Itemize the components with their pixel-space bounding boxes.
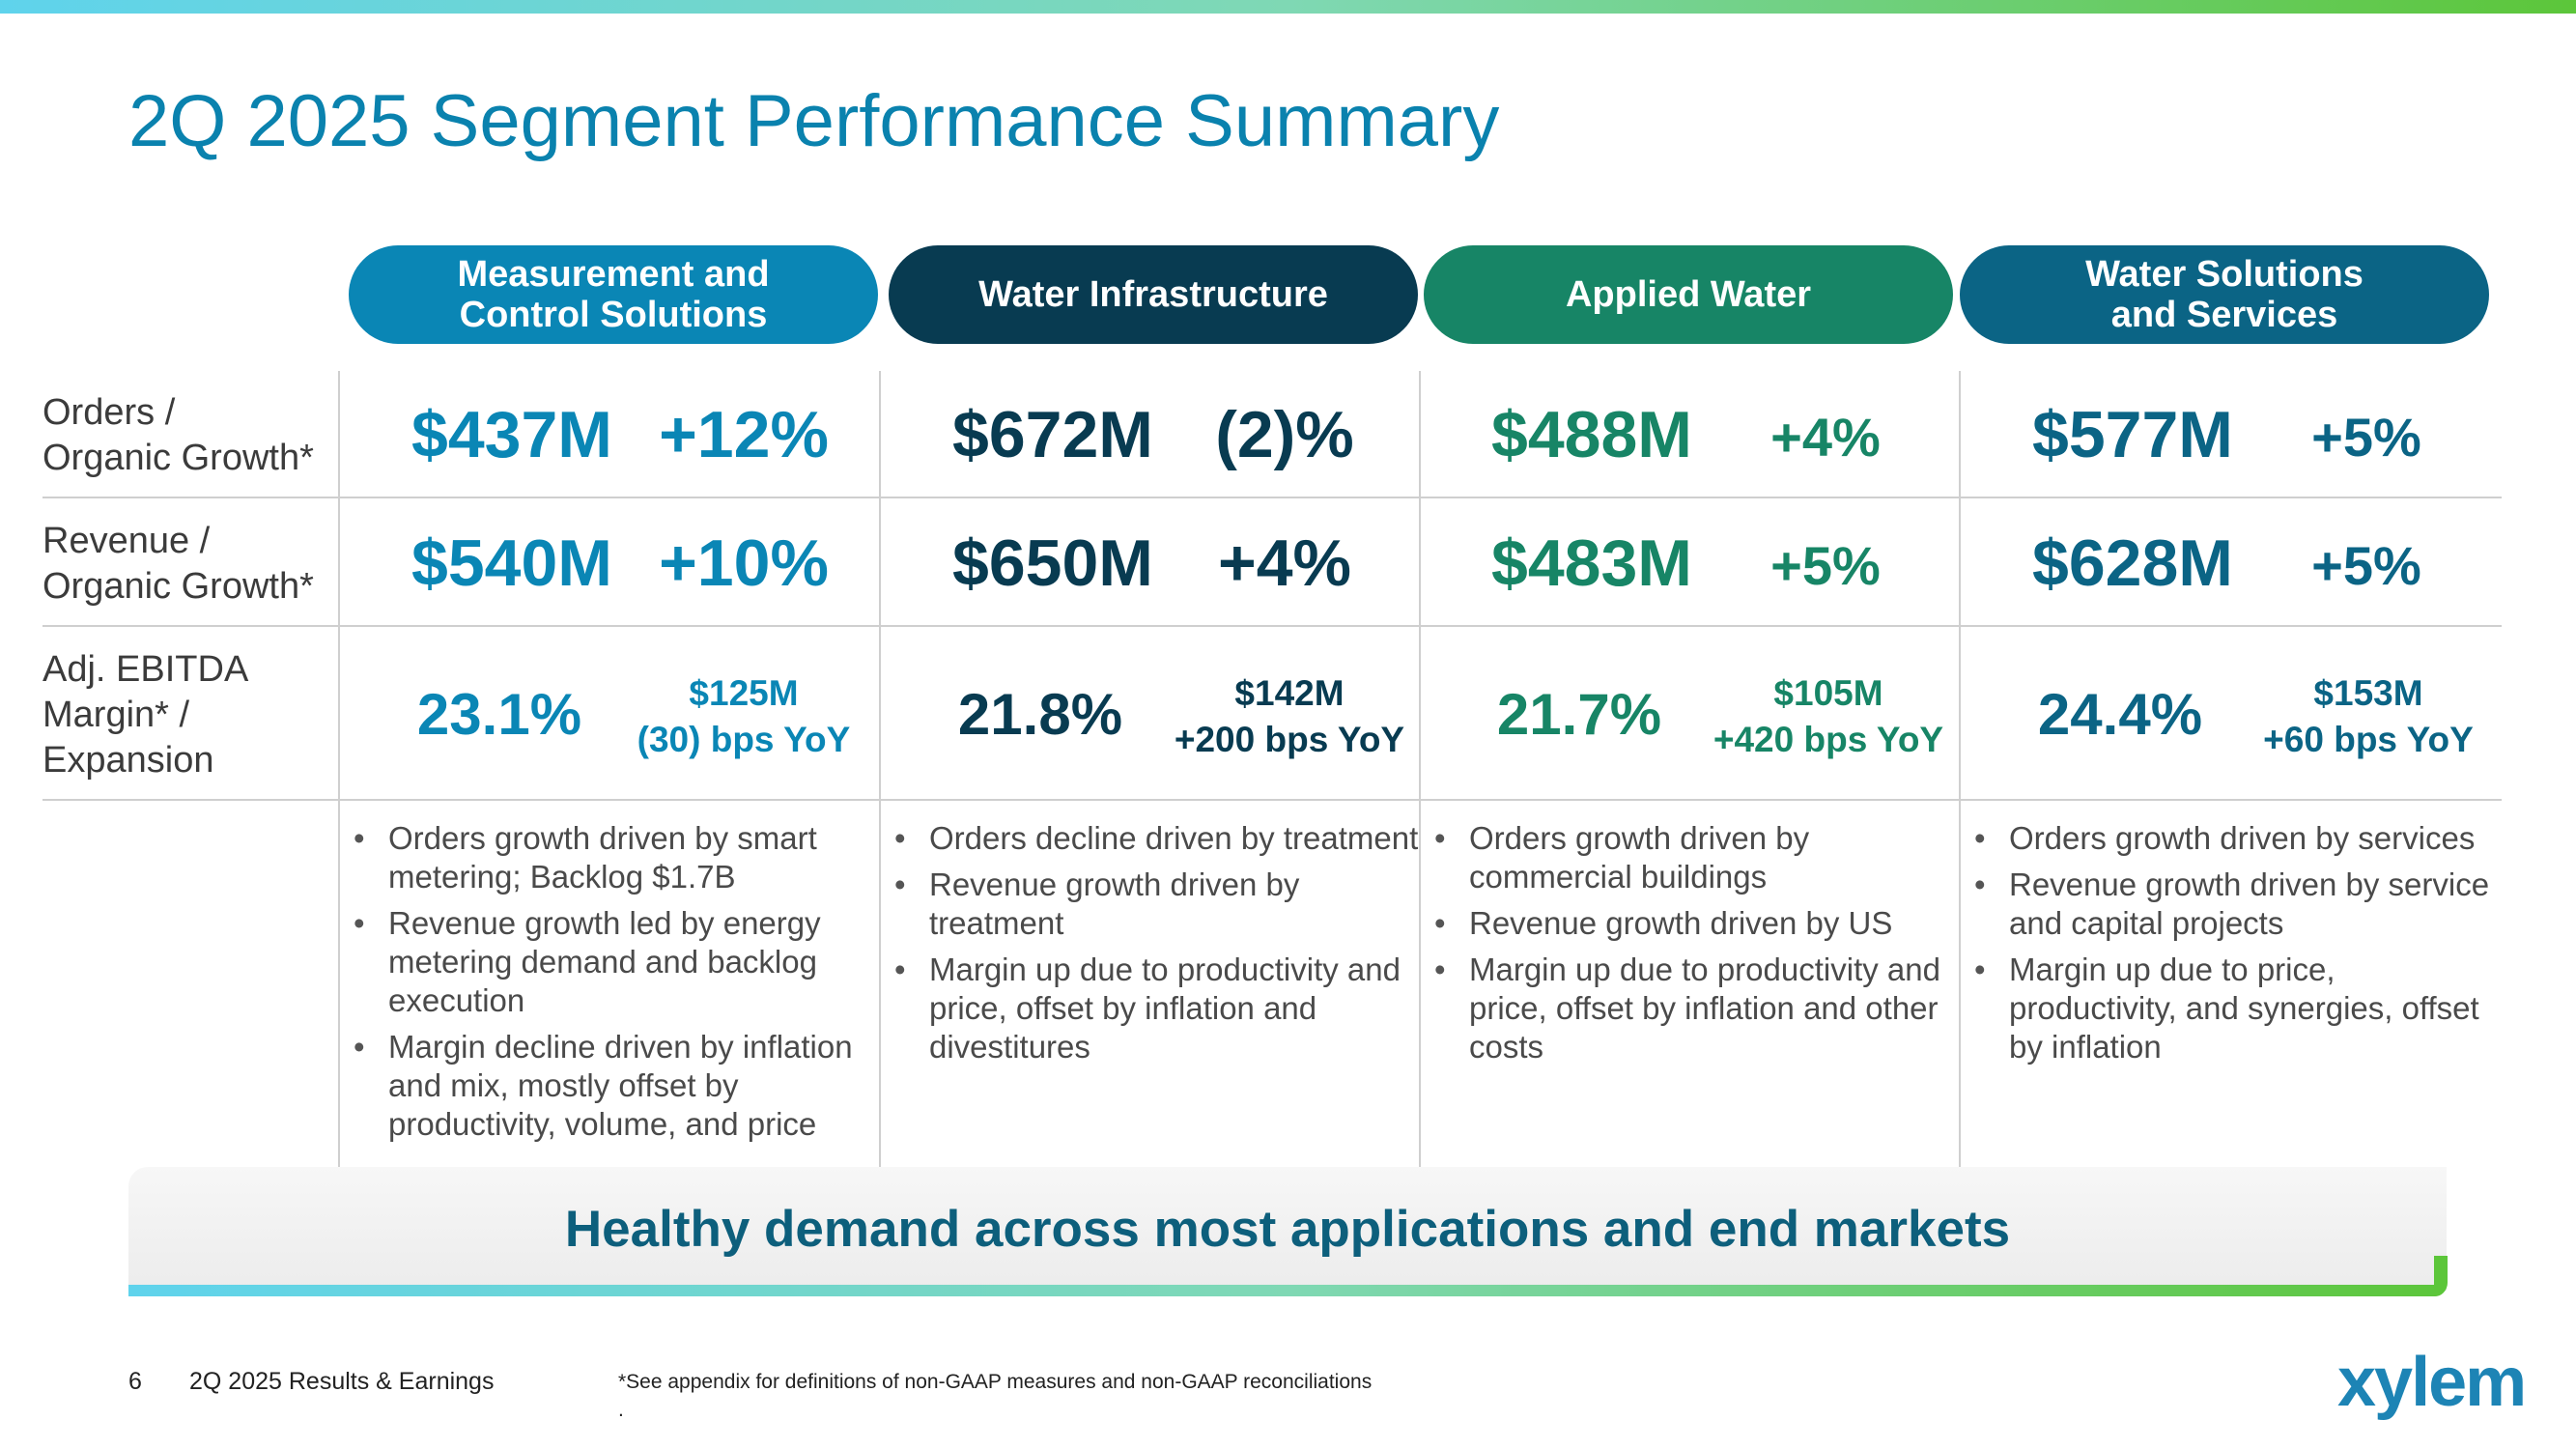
page-title: 2Q 2025 Segment Performance Summary: [128, 80, 1500, 162]
ebitda-margin-wss: 24.4%: [2037, 682, 2203, 747]
column-divider: [879, 371, 881, 1169]
orders-growth-mcs: +12%: [659, 398, 829, 471]
ebitda-detail-wss: $153M +60 bps YoY: [2263, 673, 2474, 759]
revenue-value-aw: $483M: [1491, 526, 1692, 600]
orders-growth-aw: +4%: [1770, 407, 1881, 468]
revenue-value-wi: $650M: [952, 526, 1153, 600]
column-divider: [1419, 371, 1421, 1169]
orders-growth-wss: +5%: [2311, 407, 2421, 468]
bullets-wi: Orders decline driven by treatment Reven…: [881, 819, 1422, 1074]
row-label-revenue: Revenue / Organic Growth*: [42, 521, 314, 607]
row-label-orders: Orders / Organic Growth*: [42, 392, 314, 478]
ebitda-detail-mcs: $125M (30) bps YoY: [637, 673, 851, 759]
list-item: Margin up due to price, productivity, an…: [1974, 951, 2502, 1066]
orders-value-aw: $488M: [1491, 398, 1692, 471]
row-divider: [42, 497, 2502, 498]
bullets-aw: Orders growth driven by commercial build…: [1421, 819, 1962, 1074]
ebitda-margin-aw: 21.7%: [1496, 682, 1662, 747]
footnote-dot: .: [618, 1399, 624, 1421]
list-item: Margin up due to productivity and price,…: [1434, 951, 1962, 1066]
revenue-growth-mcs: +10%: [659, 526, 829, 600]
banner-background: [128, 1167, 2447, 1291]
orders-value-wss: $577M: [2032, 398, 2233, 471]
list-item: Revenue growth driven by US: [1434, 904, 1962, 943]
list-item: Orders growth driven by commercial build…: [1434, 819, 1962, 896]
footnote: *See appendix for definitions of non-GAA…: [618, 1371, 1373, 1393]
list-item: Orders growth driven by services: [1974, 819, 2502, 858]
column-divider: [338, 371, 340, 1169]
orders-value-wi: $672M: [952, 398, 1153, 471]
deck-title: 2Q 2025 Results & Earnings: [189, 1368, 495, 1395]
row-divider: [42, 799, 2502, 801]
page-number: 6: [128, 1368, 142, 1395]
orders-value-mcs: $437M: [411, 398, 612, 471]
segment-header-mcs: Measurement and Control Solutions: [349, 245, 878, 344]
list-item: Margin up due to productivity and price,…: [894, 951, 1422, 1066]
segment-header-aw: Applied Water: [1424, 245, 1953, 344]
segment-header-wi: Water Infrastructure: [889, 245, 1418, 344]
xylem-logo: xylem: [2337, 1344, 2527, 1421]
list-item: Revenue growth led by energy metering de…: [354, 904, 881, 1020]
bullets-mcs: Orders growth driven by smart metering; …: [340, 819, 881, 1151]
column-divider: [1959, 371, 1961, 1169]
list-item: Orders decline driven by treatment: [894, 819, 1422, 858]
revenue-growth-wss: +5%: [2311, 535, 2421, 596]
list-item: Orders growth driven by smart metering; …: [354, 819, 881, 896]
banner-message: Healthy demand across most applications …: [564, 1200, 2011, 1258]
orders-growth-wi: (2)%: [1215, 398, 1354, 471]
row-divider: [42, 625, 2502, 627]
ebitda-detail-wi: $142M +200 bps YoY: [1174, 673, 1405, 759]
list-item: Revenue growth driven by treatment: [894, 866, 1422, 943]
row-label-ebitda: Adj. EBITDA Margin* / Expansion: [42, 649, 249, 781]
banner-gradient-edge: [128, 1285, 2447, 1296]
list-item: Margin decline driven by inflation and m…: [354, 1028, 881, 1144]
bullets-wss: Orders growth driven by services Revenue…: [1961, 819, 2502, 1074]
segment-header-wss: Water Solutions and Services: [1960, 245, 2489, 344]
list-item: Revenue growth driven by service and cap…: [1974, 866, 2502, 943]
revenue-growth-wi: +4%: [1218, 526, 1351, 600]
revenue-value-wss: $628M: [2032, 526, 2233, 600]
ebitda-margin-mcs: 23.1%: [416, 682, 582, 747]
ebitda-detail-aw: $105M +420 bps YoY: [1713, 673, 1944, 759]
banner-right-edge: [2434, 1256, 2448, 1296]
top-gradient-bar: [0, 0, 2576, 14]
revenue-value-mcs: $540M: [411, 526, 612, 600]
ebitda-margin-wi: 21.8%: [957, 682, 1123, 747]
revenue-growth-aw: +5%: [1770, 535, 1881, 596]
